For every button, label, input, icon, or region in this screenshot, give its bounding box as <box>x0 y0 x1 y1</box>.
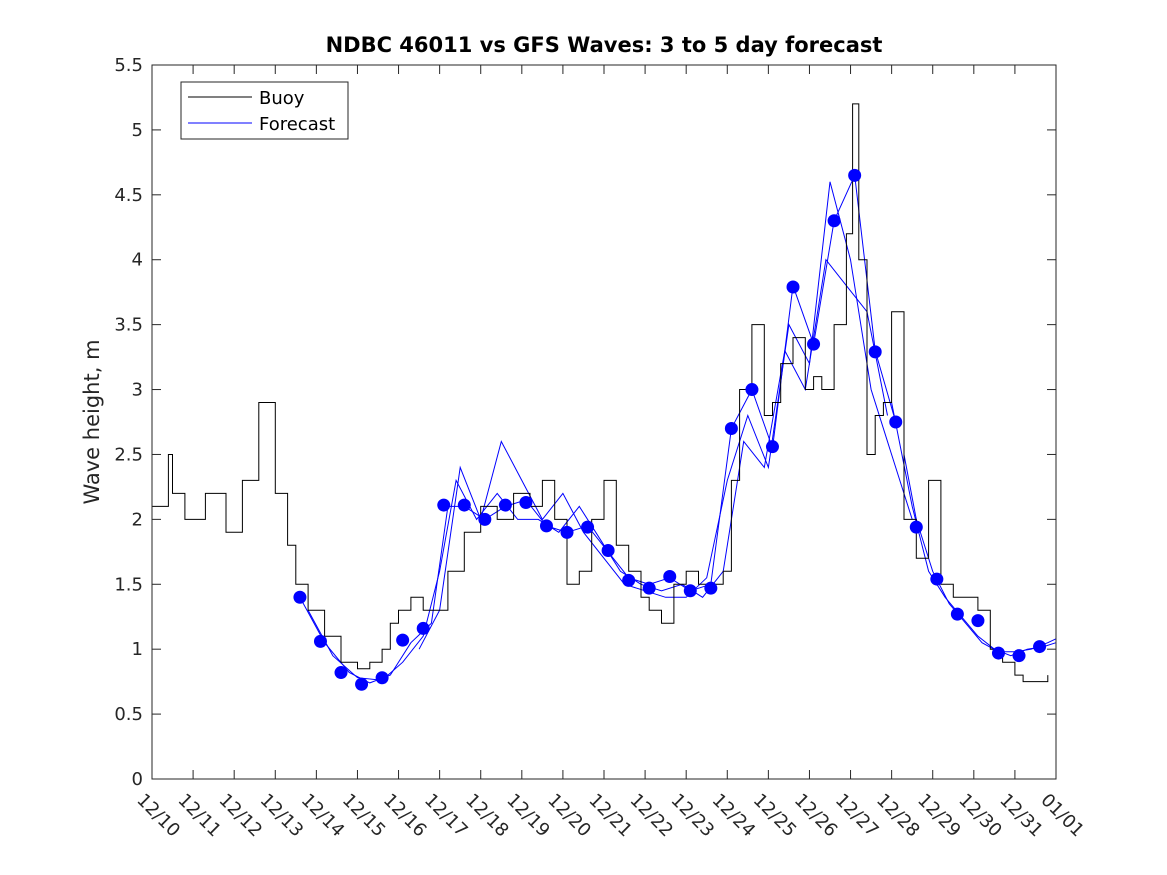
forecast-marker <box>827 214 841 228</box>
series-layer <box>152 103 1057 684</box>
forecast-marker <box>930 572 944 586</box>
x-tick-labels: 12/1012/1112/1212/1312/1412/1512/1612/17… <box>132 790 1088 842</box>
x-tick-label: 12/31 <box>995 790 1047 842</box>
forecast-marker <box>889 415 903 429</box>
x-tick-label: 12/14 <box>297 790 349 842</box>
forecast-marker <box>765 440 779 454</box>
x-tick-label: 12/29 <box>913 790 965 842</box>
chart-title: NDBC 46011 vs GFS Waves: 3 to 5 day fore… <box>326 33 883 57</box>
y-tick-label: 3 <box>132 380 143 401</box>
legend-buoy-label: Buoy <box>259 88 305 109</box>
forecast-marker <box>868 345 882 359</box>
plot-area <box>152 65 1056 779</box>
y-tick-label: 1.5 <box>114 574 143 595</box>
forecast-marker <box>1033 640 1047 654</box>
x-tick-label: 12/27 <box>831 790 883 842</box>
x-tick-label: 12/26 <box>790 790 842 842</box>
y-tick-label: 2 <box>132 509 143 530</box>
forecast-marker <box>1012 649 1026 663</box>
forecast-marker <box>498 498 512 512</box>
y-tick-label: 5 <box>132 120 143 141</box>
x-tick-label: 12/12 <box>215 790 267 842</box>
x-tick-label: 12/15 <box>338 790 390 842</box>
forecast-marker <box>581 520 595 534</box>
x-tick-label: 12/11 <box>174 790 226 842</box>
x-tick-label: 12/16 <box>379 790 431 842</box>
y-tick-labels: 0 0.5 1 1.5 2 2.5 3 3.5 4 4.5 5 5.5 <box>114 55 143 790</box>
x-tick-label: 12/13 <box>256 790 308 842</box>
y-tick-label: 0 <box>132 769 143 790</box>
forecast-marker <box>724 421 738 435</box>
legend: Buoy Forecast <box>180 81 349 140</box>
y-tick-label: 3.5 <box>114 315 143 336</box>
x-tick-label: 12/21 <box>584 790 636 842</box>
forecast-marker <box>334 666 348 680</box>
forecast-marker <box>560 525 574 539</box>
x-tick-label: 12/10 <box>132 790 184 842</box>
x-tick-label: 12/25 <box>749 790 801 842</box>
forecast-marker <box>355 677 369 691</box>
forecast-marker <box>437 498 451 512</box>
x-tick-label: 12/22 <box>626 790 678 842</box>
forecast-marker <box>375 671 389 685</box>
forecast-marker <box>683 584 697 598</box>
forecast-marker <box>396 633 410 647</box>
y-tick-label: 5.5 <box>114 55 143 76</box>
forecast-marker <box>745 383 759 397</box>
forecast-marker <box>848 168 862 182</box>
y-tick-label: 4.5 <box>114 185 143 206</box>
forecast-marker <box>909 520 923 534</box>
forecast-marker <box>457 498 471 512</box>
forecast-marker <box>786 280 800 294</box>
forecast-marker <box>950 607 964 621</box>
y-axis-label: Wave height, m <box>80 339 104 504</box>
forecast-marker <box>663 569 677 583</box>
y-tick-label: 2.5 <box>114 444 143 465</box>
x-tick-label: 12/17 <box>420 790 472 842</box>
forecast-series-line <box>891 402 1057 657</box>
legend-box <box>180 81 349 140</box>
x-tick-label: 12/30 <box>954 790 1006 842</box>
x-tick-label: 12/28 <box>872 790 924 842</box>
forecast-marker <box>539 519 553 533</box>
y-tick-label: 1 <box>132 639 143 660</box>
forecast-series-line <box>418 181 913 650</box>
x-tick-label: 01/01 <box>1036 790 1088 842</box>
forecast-marker <box>622 573 636 587</box>
plot-frame <box>151 64 1057 780</box>
forecast-marker <box>293 590 307 604</box>
x-tick-label: 12/24 <box>708 790 760 842</box>
forecast-marker <box>991 646 1005 660</box>
forecast-marker <box>704 581 718 595</box>
forecast-marker <box>416 621 430 635</box>
legend-forecast-label: Forecast <box>259 114 335 135</box>
buoy-series-line <box>152 103 1049 683</box>
forecast-marker <box>807 337 821 351</box>
x-tick-label: 12/20 <box>543 790 595 842</box>
marker-layer <box>293 168 1047 691</box>
x-tick-label: 12/23 <box>667 790 719 842</box>
forecast-marker <box>519 495 533 509</box>
y-tick-label: 4 <box>132 250 143 271</box>
y-tick-label: 0.5 <box>114 704 143 725</box>
forecast-marker <box>313 634 327 648</box>
forecast-marker <box>478 512 492 526</box>
forecast-marker <box>601 544 615 558</box>
forecast-marker <box>642 581 656 595</box>
x-tick-label: 12/19 <box>502 790 554 842</box>
x-tick-label: 12/18 <box>461 790 513 842</box>
forecast-series-line <box>299 173 897 684</box>
forecast-marker <box>971 614 985 628</box>
